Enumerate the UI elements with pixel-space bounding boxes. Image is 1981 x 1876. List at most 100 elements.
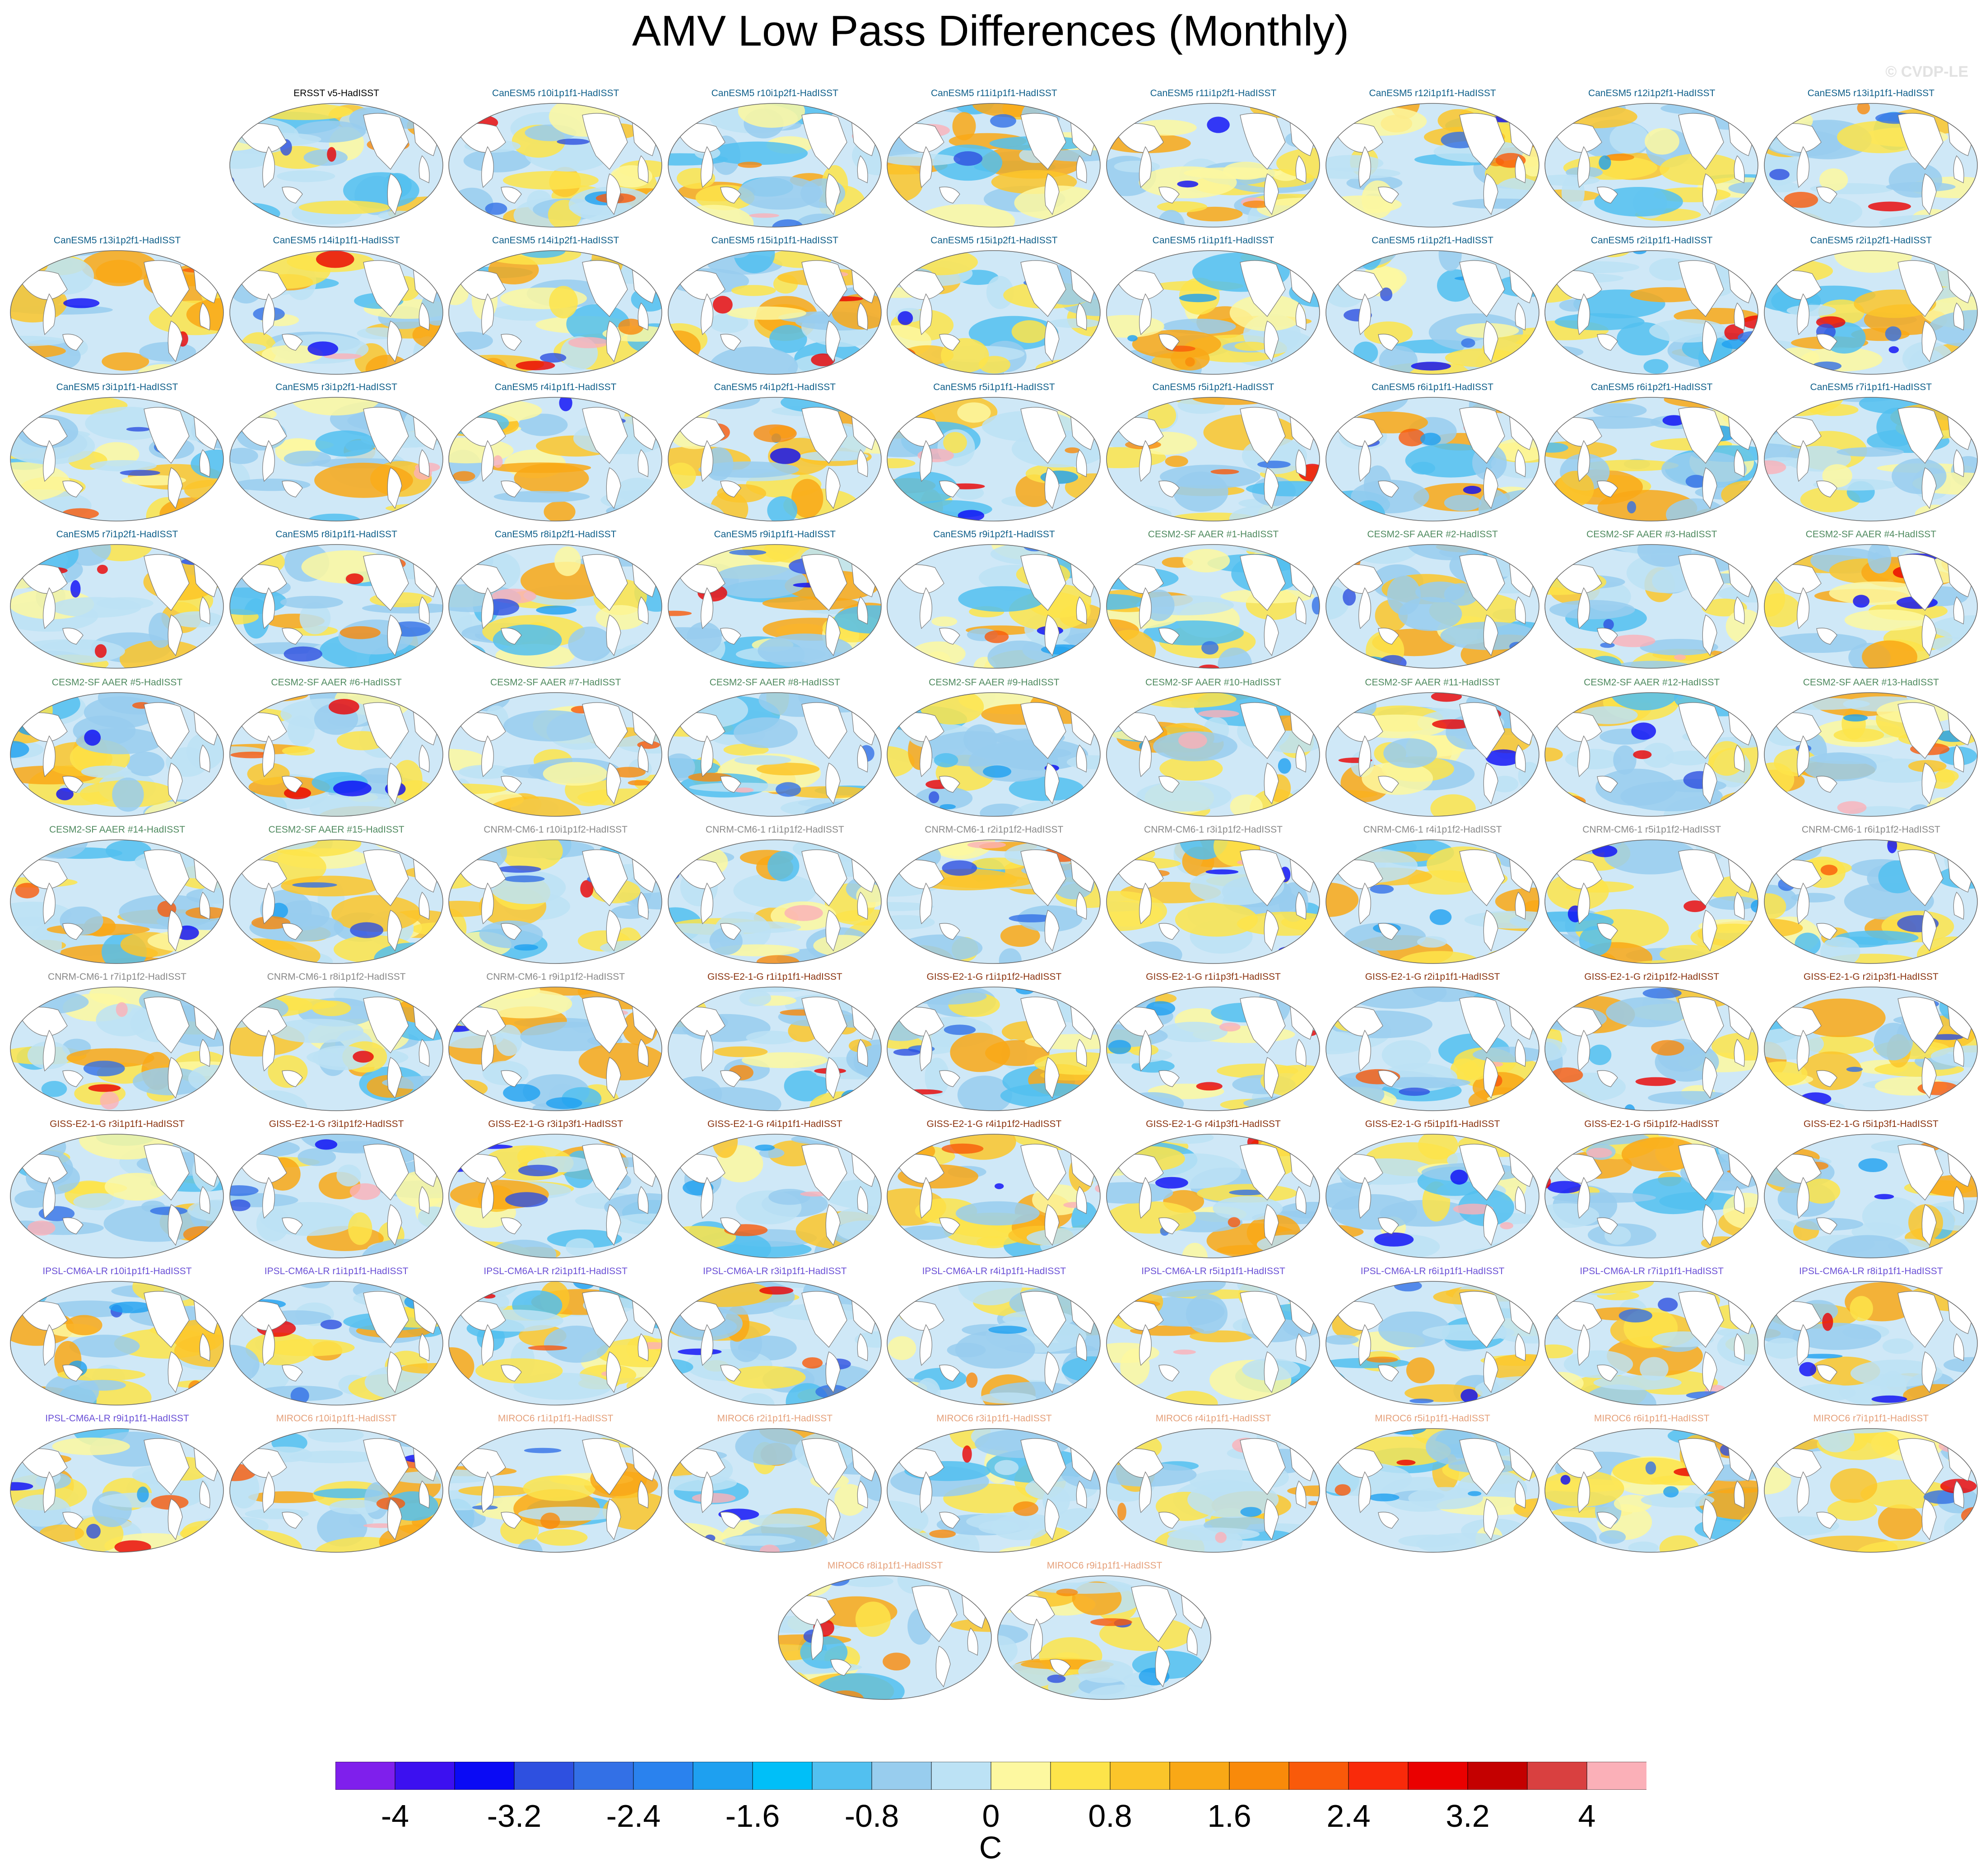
- map-panel: MIROC6 r10i1p1f1-HadISST: [227, 1413, 446, 1557]
- panel-label: CanESM5 r13i1p2f1-HadISST: [53, 235, 181, 246]
- panel-label: CanESM5 r8i1p1f1-HadISST: [275, 529, 397, 540]
- sst-difference-map: [1544, 987, 1758, 1111]
- panel-label: IPSL-CM6A-LR r9i1p1f1-HadISST: [45, 1413, 189, 1424]
- map-panel: CanESM5 r2i1p1f1-HadISST: [1542, 235, 1761, 379]
- sst-difference-map: [10, 1428, 224, 1553]
- panel-label: GISS-E2-1-G r4i1p1f1-HadISST: [707, 1119, 842, 1129]
- map-panel: CanESM5 r15i1p2f1-HadISST: [884, 235, 1103, 379]
- panel-label: IPSL-CM6A-LR r4i1p1f1-HadISST: [922, 1266, 1066, 1276]
- panel-label: CanESM5 r9i1p2f1-HadISST: [933, 529, 1055, 540]
- sst-difference-map: [887, 1428, 1101, 1553]
- panel-label: GISS-E2-1-G r1i1p1f2-HadISST: [926, 972, 1062, 982]
- sst-difference-map: [448, 397, 662, 521]
- sst-difference-map: [668, 397, 882, 521]
- colorbar-segment: [573, 1762, 634, 1790]
- sst-difference-map: [229, 544, 443, 669]
- map-panel: CESM2-SF AAER #6-HadISST: [227, 677, 446, 821]
- colorbar-segment: [1408, 1762, 1468, 1790]
- map-panel: CNRM-CM6-1 r3i1p1f2-HadISST: [1104, 824, 1323, 968]
- panel-label: CanESM5 r10i1p2f1-HadISST: [711, 88, 838, 98]
- sst-difference-map: [448, 250, 662, 375]
- map-panel: CESM2-SF AAER #3-HadISST: [1542, 529, 1761, 673]
- sst-difference-map: [229, 103, 443, 228]
- panel-label: GISS-E2-1-G r5i1p1f2-HadISST: [1584, 1119, 1720, 1129]
- sst-difference-map: [887, 1134, 1101, 1258]
- panel-label: MIROC6 r4i1p1f1-HadISST: [1155, 1413, 1271, 1424]
- panel-label: GISS-E2-1-G r3i1p1f2-HadISST: [269, 1119, 404, 1129]
- colorbar-segment: [931, 1762, 991, 1790]
- map-panel: GISS-E2-1-G r4i1p1f1-HadISST: [665, 1119, 884, 1262]
- map-panel: CanESM5 r7i1p1f1-HadISST: [1762, 382, 1981, 526]
- panel-label: GISS-E2-1-G r5i1p1f1-HadISST: [1365, 1119, 1500, 1129]
- map-panel: CanESM5 r9i1p1f1-HadISST: [665, 529, 884, 673]
- map-panel: CanESM5 r3i1p1f1-HadISST: [8, 382, 227, 526]
- panel-label: CNRM-CM6-1 r7i1p1f2-HadISST: [48, 972, 186, 982]
- panel-label: CESM2-SF AAER #2-HadISST: [1367, 529, 1498, 540]
- panel-label: CanESM5 r2i1p1f1-HadISST: [1590, 235, 1713, 246]
- panel-label: CESM2-SF AAER #1-HadISST: [1148, 529, 1279, 540]
- panel-label: GISS-E2-1-G r3i1p1f1-HadISST: [50, 1119, 185, 1129]
- panel-label: CanESM5 r4i1p1f1-HadISST: [494, 382, 617, 392]
- sst-difference-map: [229, 987, 443, 1111]
- colorbar-segment: [693, 1762, 753, 1790]
- sst-difference-map: [229, 1134, 443, 1258]
- map-panel: MIROC6 r2i1p1f1-HadISST: [665, 1413, 884, 1557]
- sst-difference-map: [1544, 250, 1758, 375]
- panel-label: CNRM-CM6-1 r8i1p1f2-HadISST: [267, 972, 406, 982]
- colorbar-segment: [1288, 1762, 1349, 1790]
- map-panel: CanESM5 r13i1p2f1-HadISST: [8, 235, 227, 379]
- map-panel: CNRM-CM6-1 r10i1p1f2-HadISST: [446, 824, 665, 968]
- map-panel: CanESM5 r12i1p1f1-HadISST: [1323, 88, 1542, 232]
- map-panel: IPSL-CM6A-LR r5i1p1f1-HadISST: [1104, 1266, 1323, 1410]
- map-panel: GISS-E2-1-G r4i1p1f2-HadISST: [884, 1119, 1103, 1262]
- panel-label: GISS-E2-1-G r1i1p3f1-HadISST: [1146, 972, 1281, 982]
- map-panel: CanESM5 r4i1p1f1-HadISST: [446, 382, 665, 526]
- panel-label: CanESM5 r6i1p2f1-HadISST: [1590, 382, 1713, 392]
- sst-difference-map: [887, 692, 1101, 817]
- sst-difference-map: [1106, 692, 1320, 817]
- colorbar-tick-label: 3.2: [1446, 1798, 1490, 1834]
- panel-label: CESM2-SF AAER #3-HadISST: [1586, 529, 1717, 540]
- panel-label: ERSST v5-HadISST: [293, 88, 380, 98]
- map-panel: GISS-E2-1-G r5i1p3f1-HadISST: [1762, 1119, 1981, 1262]
- map-panel: CNRM-CM6-1 r1i1p1f2-HadISST: [665, 824, 884, 968]
- sst-difference-map: [1764, 1428, 1978, 1553]
- map-panel: CanESM5 r11i1p1f1-HadISST: [884, 88, 1103, 232]
- panel-label: CESM2-SF AAER #12-HadISST: [1584, 677, 1720, 688]
- sst-difference-map: [1764, 839, 1978, 964]
- sst-difference-map: [668, 1428, 882, 1553]
- panel-label: CNRM-CM6-1 r4i1p1f2-HadISST: [1363, 824, 1502, 835]
- sst-difference-map: [448, 103, 662, 228]
- map-panel: CESM2-SF AAER #2-HadISST: [1323, 529, 1542, 673]
- map-panel: GISS-E2-1-G r1i1p1f2-HadISST: [884, 972, 1103, 1115]
- sst-difference-map: [229, 839, 443, 964]
- panel-label: CanESM5 r1i1p2f1-HadISST: [1372, 235, 1493, 246]
- map-panel: CanESM5 r13i1p1f1-HadISST: [1762, 88, 1981, 232]
- colorbar-segment: [395, 1762, 455, 1790]
- panel-label: MIROC6 r2i1p1f1-HadISST: [717, 1413, 833, 1424]
- colorbar-tick-label: -3.2: [487, 1798, 542, 1834]
- panel-label: CanESM5 r8i1p2f1-HadISST: [494, 529, 617, 540]
- map-panel: MIROC6 r4i1p1f1-HadISST: [1104, 1413, 1323, 1557]
- sst-difference-map: [1544, 1281, 1758, 1406]
- sst-difference-map: [887, 397, 1101, 521]
- panel-label: IPSL-CM6A-LR r3i1p1f1-HadISST: [702, 1266, 847, 1276]
- sst-difference-map: [1325, 1134, 1539, 1258]
- sst-difference-map: [1544, 544, 1758, 669]
- sst-difference-map: [10, 250, 224, 375]
- map-panel: CanESM5 r5i1p1f1-HadISST: [884, 382, 1103, 526]
- panel-label: MIROC6 r9i1p1f1-HadISST: [1046, 1560, 1163, 1571]
- panel-label: IPSL-CM6A-LR r6i1p1f1-HadISST: [1360, 1266, 1505, 1276]
- map-panel: IPSL-CM6A-LR r10i1p1f1-HadISST: [8, 1266, 227, 1410]
- panel-label: CESM2-SF AAER #6-HadISST: [271, 677, 402, 688]
- map-panel: GISS-E2-1-G r1i1p3f1-HadISST: [1104, 972, 1323, 1115]
- sst-difference-map: [448, 1428, 662, 1553]
- colorbar: [335, 1762, 1646, 1790]
- colorbar-segment: [633, 1762, 693, 1790]
- map-panel: IPSL-CM6A-LR r8i1p1f1-HadISST: [1762, 1266, 1981, 1410]
- colorbar-tick-label: 0: [982, 1798, 1000, 1834]
- map-panel: CNRM-CM6-1 r8i1p1f2-HadISST: [227, 972, 446, 1115]
- colorbar-segment: [990, 1762, 1051, 1790]
- colorbar-tick-label: 2.4: [1326, 1798, 1371, 1834]
- sst-difference-map: [1106, 1428, 1320, 1553]
